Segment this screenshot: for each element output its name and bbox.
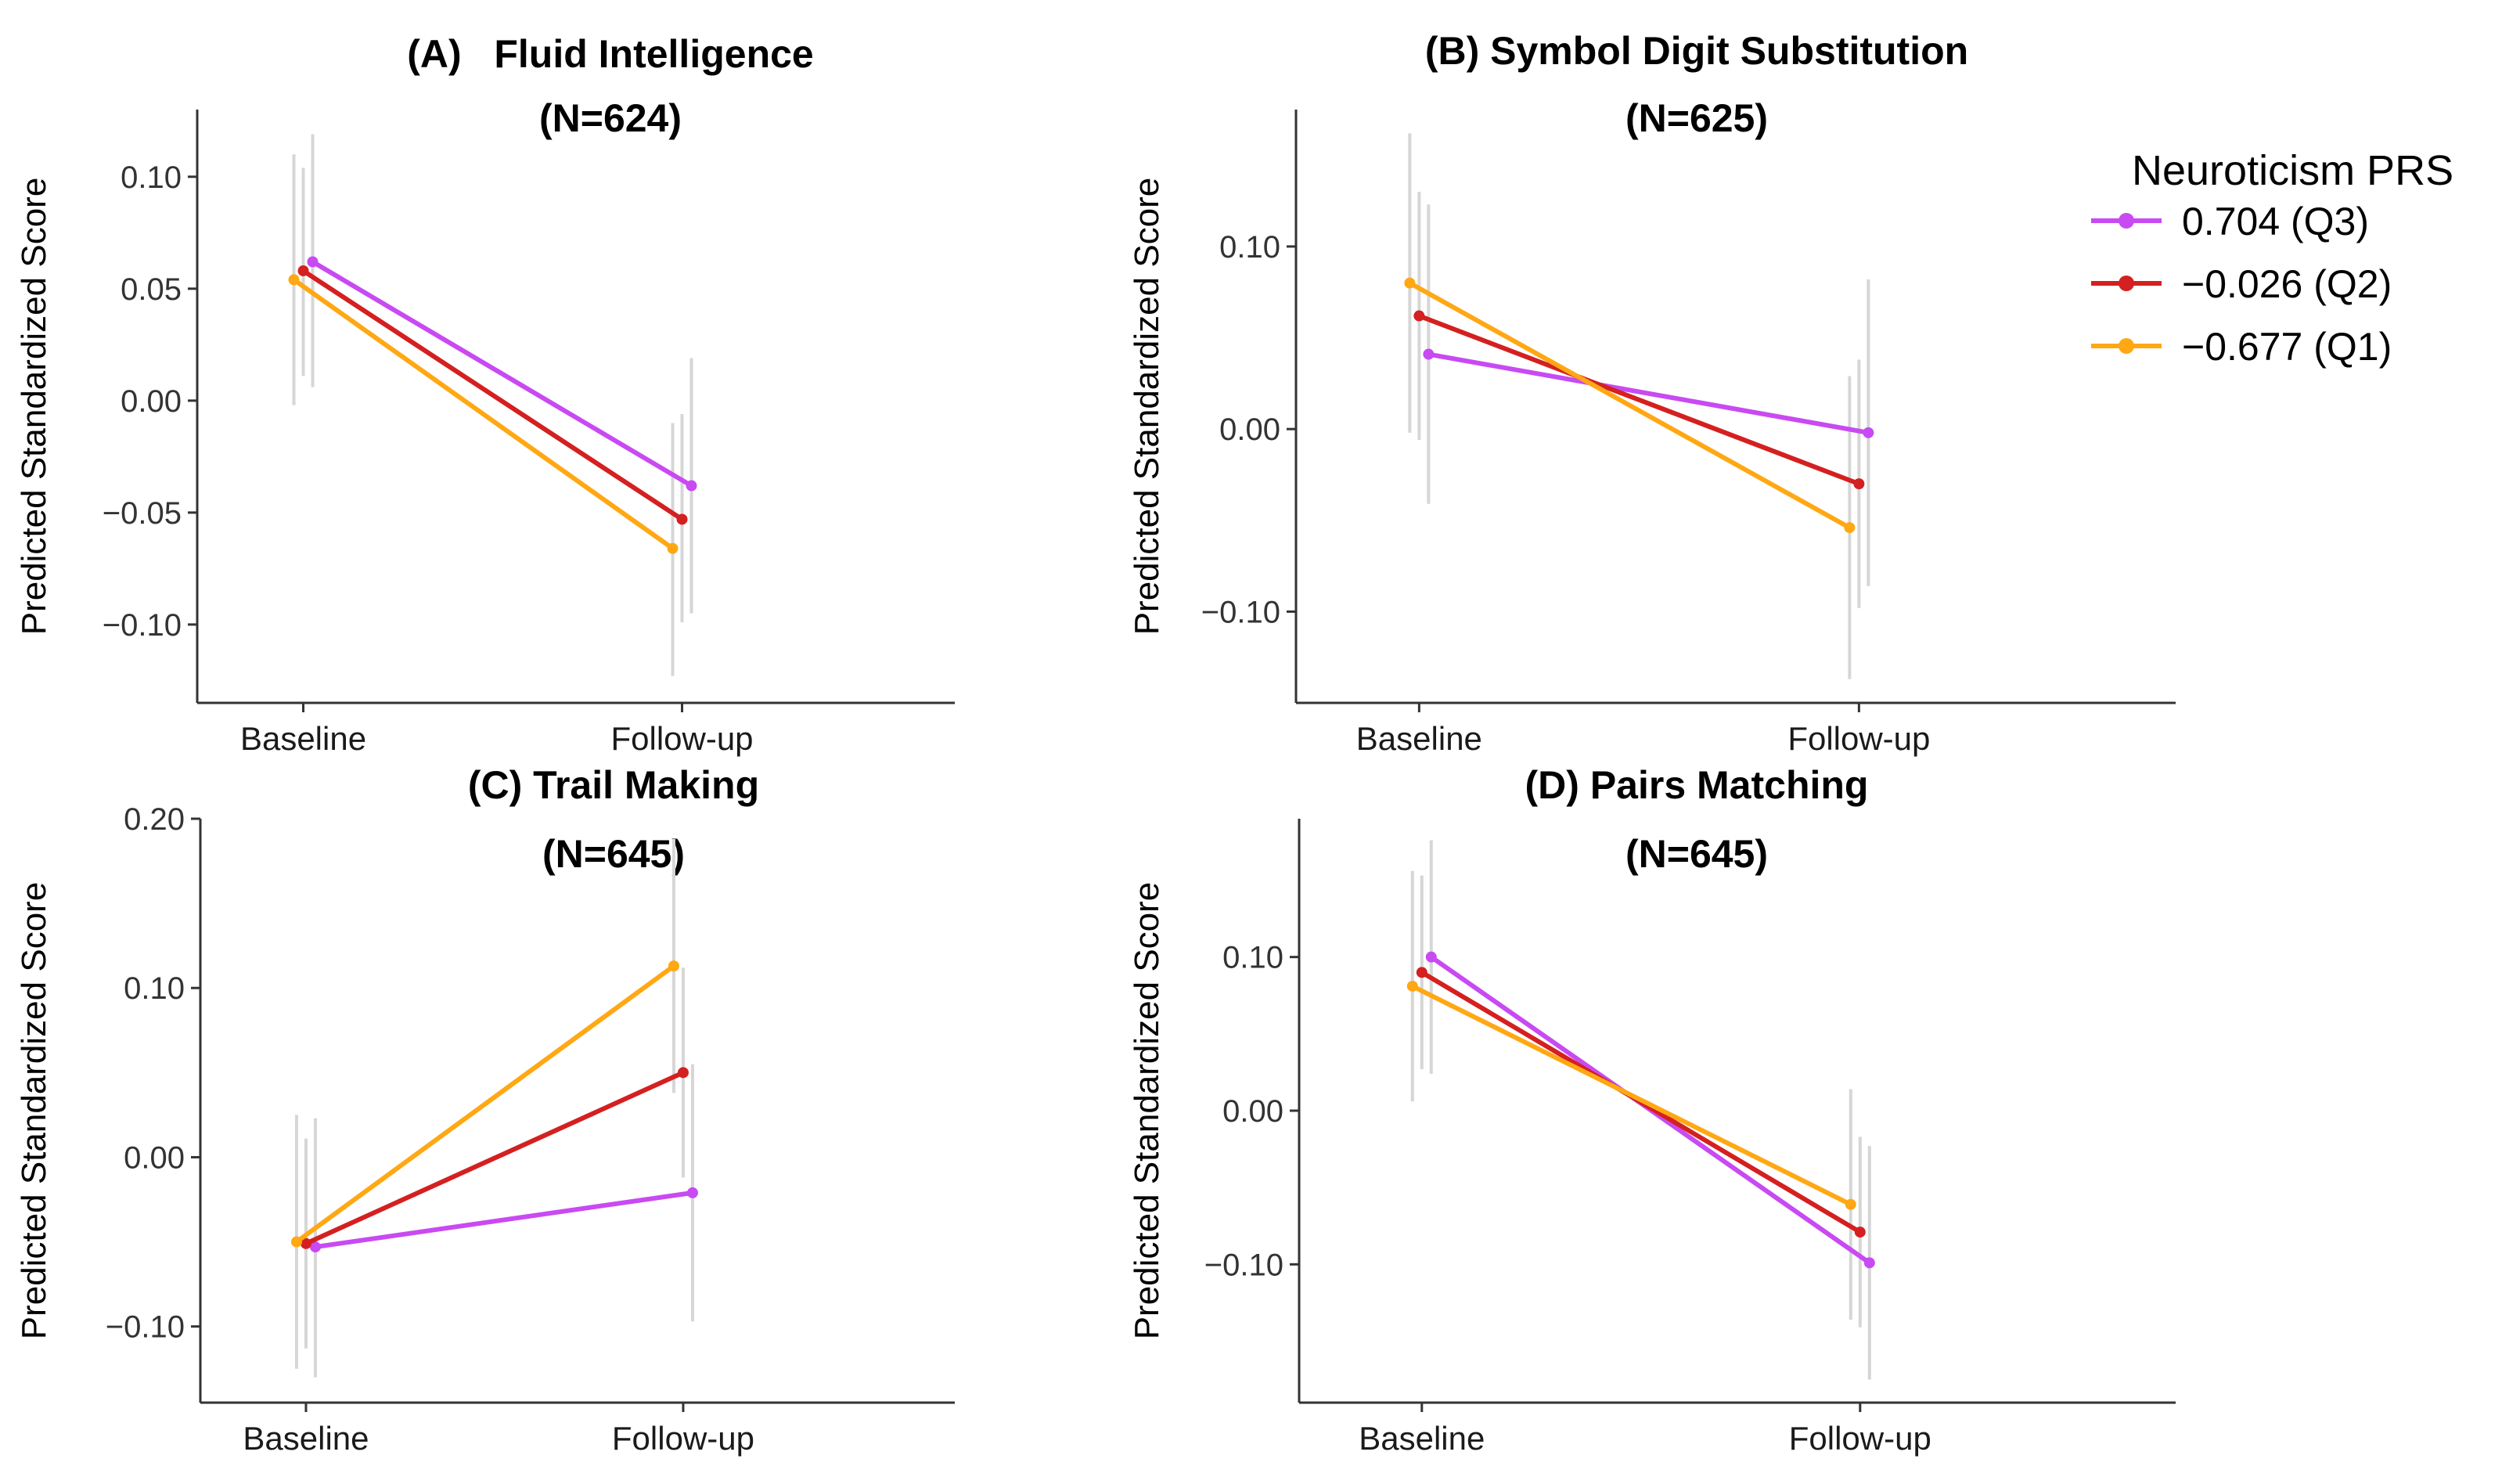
x-tick-label: Follow-up [1787,720,1930,757]
legend-key-point [2119,276,2134,291]
data-point [1854,1227,1866,1238]
y-tick-label: −0.10 [1201,595,1280,629]
data-point [1416,967,1427,978]
x-tick-label: Baseline [243,1420,369,1457]
y-tick-label: 0.00 [1222,1094,1283,1129]
y-tick-label: 0.10 [124,971,185,1006]
data-point [668,960,679,972]
x-tick-label: Baseline [1359,1420,1485,1457]
y-tick-label: −0.05 [103,496,182,531]
y-tick-label: 0.10 [121,160,182,195]
data-point [1425,951,1437,963]
data-point [676,513,688,525]
panel-fluid-intelligence: 0.10 0.05 0.00 −0.05 −0.10 Baseline Follow-up (… [15,32,955,757]
data-point [1406,980,1418,992]
panel-pairs-matching: 0.10 0.00 −0.10 Baseline Follow-up (D) Pairs … [1128,763,2176,1457]
data-point [1863,427,1874,438]
legend-key-point [2119,213,2134,229]
y-tick-label: 0.20 [124,802,185,837]
series-line [1409,983,1853,1207]
data-point [1844,522,1856,534]
panel-symbol-digit: 0.10 0.00 −0.10 Baseline Follow-up (B) Symbol… [1128,29,2176,757]
y-tick-label: 0.00 [124,1140,185,1175]
panel-title: (B) Symbol Digit Substitution [1425,29,1968,73]
panel-subtitle: (N=624) [539,96,682,140]
series-line [301,268,685,522]
x-tick-label: Follow-up [1789,1420,1931,1457]
y-axis-label: Predicted Standardized Score [15,882,53,1340]
data-point [300,1237,311,1249]
data-point [307,256,319,268]
data-point [297,265,309,276]
data-point [1845,1198,1856,1210]
data-point [1413,310,1425,322]
y-tick-label: −0.10 [106,1310,185,1345]
panel-subtitle: (N=645) [1625,832,1768,876]
panel-subtitle: (N=625) [1625,96,1768,140]
series-line [303,1070,686,1246]
y-tick-label: 0.10 [1222,941,1283,975]
panel-subtitle: (N=645) [542,832,685,876]
data-point [1863,1257,1875,1269]
y-axis-label: Predicted Standardized Score [1128,178,1166,636]
y-axis-label: Predicted Standardized Score [15,178,53,636]
legend-entry-q3: 0.704 (Q3) [2091,200,2369,243]
legend-label: −0.677 (Q1) [2182,325,2392,369]
series-line [1426,351,1871,435]
legend-key-point [2119,338,2134,354]
data-point [1423,348,1435,360]
panel-title: (D) Pairs Matching [1525,763,1869,807]
data-point [309,1241,321,1253]
series-line [291,277,675,551]
y-tick-label: 0.10 [1219,230,1280,265]
series-line [312,1190,695,1250]
y-tick-label: 0.05 [121,272,182,307]
data-point [290,1236,302,1248]
legend-title: Neuroticism PRS [2132,147,2453,194]
y-tick-label: 0.00 [121,384,182,419]
y-tick-label: 0.00 [1219,412,1280,447]
legend-entry-q1: −0.677 (Q1) [2091,325,2392,369]
x-tick-label: Baseline [240,720,366,757]
data-point [288,274,300,286]
data-point [686,1187,698,1198]
series-line [310,259,694,488]
data-point [1853,478,1865,490]
legend-label: −0.026 (Q2) [2182,262,2392,306]
data-point [677,1067,689,1079]
data-point [667,542,679,554]
panel-trail-making: 0.20 0.10 0.00 −0.10 Baseline Follow-up (C) Tr… [15,763,955,1457]
x-tick-label: Follow-up [612,1420,754,1457]
x-tick-label: Follow-up [610,720,753,757]
panel-title: (A) Fluid Intelligence [407,32,813,76]
legend: Neuroticism PRS 0.704 (Q3) −0.026 (Q2) −… [2091,147,2453,369]
y-axis-label: Predicted Standardized Score [1128,882,1166,1340]
series-line [1417,313,1862,487]
series-line [293,964,676,1245]
series-line [1407,280,1852,531]
y-tick-label: −0.10 [103,608,182,643]
legend-label: 0.704 (Q3) [2182,200,2369,243]
panel-title: (C) Trail Making [468,763,759,807]
x-tick-label: Baseline [1356,720,1482,757]
data-point [1404,277,1416,289]
y-tick-label: −0.10 [1204,1248,1283,1282]
data-point [686,480,697,492]
legend-entry-q2: −0.026 (Q2) [2091,262,2392,306]
